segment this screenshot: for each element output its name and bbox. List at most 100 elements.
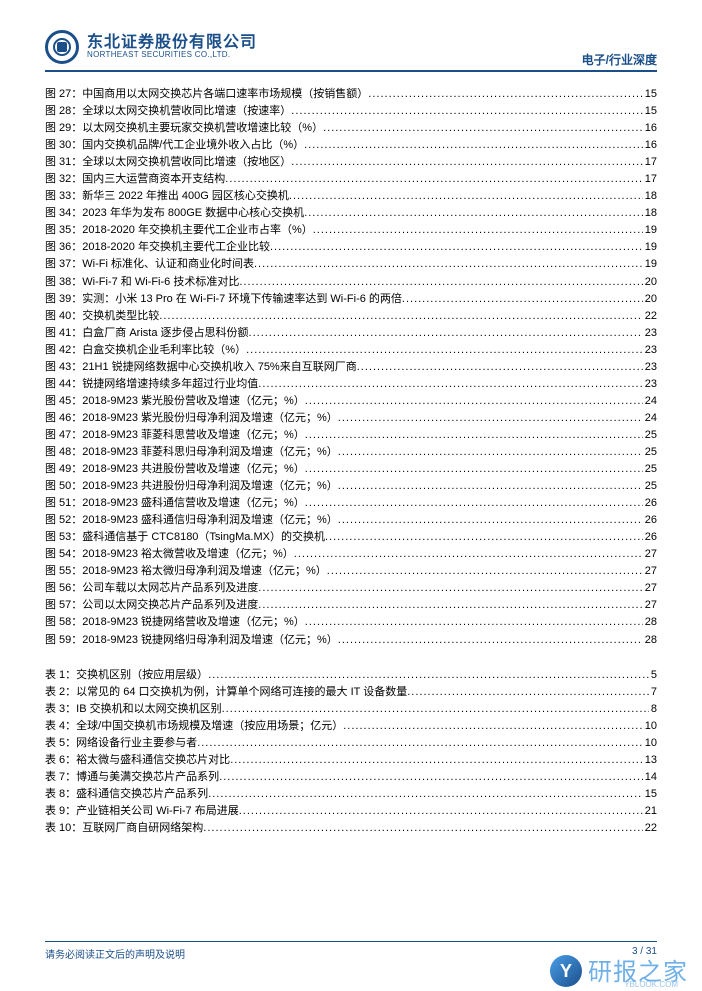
figure-toc-line: 图 56：公司车载以太网芯片产品系列及进度 27 <box>45 580 657 597</box>
figure-toc-line: 图 27：中国商用以太网交换芯片各端口速率市场规模（按销售额） 15 <box>45 86 657 103</box>
toc-dots <box>343 718 643 735</box>
table-toc-line: 表 6：裕太微与盛科通信交换芯片对比 13 <box>45 752 657 769</box>
figure-toc-page: 16 <box>643 137 657 154</box>
table-toc-label: 表 8：盛科通信交换芯片产品系列 <box>45 786 208 803</box>
watermark-url: YBLOOK.COM <box>624 980 678 989</box>
figure-toc-label: 图 51：2018-9M23 盛科通信营收及增速（亿元；%） <box>45 495 305 512</box>
toc-dots <box>239 274 642 291</box>
figures-toc: 图 27：中国商用以太网交换芯片各端口速率市场规模（按销售额） 15图 28：全… <box>45 86 657 649</box>
footer-divider <box>45 941 657 942</box>
table-toc-label: 表 7：博通与美满交换芯片产品系列 <box>45 769 219 786</box>
figure-toc-line: 图 59：2018-9M23 锐捷网络归母净利润及增速（亿元；%） 28 <box>45 632 657 649</box>
toc-dots <box>254 256 643 273</box>
figure-toc-line: 图 43：21H1 锐捷网络数据中心交换机收入 75%来自互联网厂商 23 <box>45 359 657 376</box>
watermark-logo-icon: Y <box>550 955 582 987</box>
toc-dots <box>338 512 643 529</box>
table-toc-line: 表 4：全球/中国交换机市场规模及增速（按应用场景；亿元） 10 <box>45 718 657 735</box>
table-toc-line: 表 3：IB 交换机和以太网交换机区别 8 <box>45 701 657 718</box>
figure-toc-label: 图 48：2018-9M23 菲菱科思归母净利润及增速（亿元；%） <box>45 444 338 461</box>
table-toc-page: 7 <box>649 684 657 701</box>
toc-dots <box>291 103 642 120</box>
figure-toc-line: 图 51：2018-9M23 盛科通信营收及增速（亿元；%） 26 <box>45 495 657 512</box>
table-toc-page: 15 <box>643 786 657 803</box>
figure-toc-label: 图 37：Wi-Fi 标准化、认证和商业化时间表 <box>45 256 254 273</box>
table-toc-line: 表 8：盛科通信交换芯片产品系列 15 <box>45 786 657 803</box>
figure-toc-page: 16 <box>643 120 657 137</box>
figure-toc-page: 24 <box>643 410 657 427</box>
figure-toc-page: 27 <box>643 580 657 597</box>
figure-toc-line: 图 58：2018-9M23 锐捷网络营收及增速（亿元；%） 28 <box>45 614 657 631</box>
table-toc-label: 表 2：以常见的 64 口交换机为例，计算单个网络可连接的最大 IT 设备数量 <box>45 684 407 701</box>
figure-toc-page: 23 <box>643 376 657 393</box>
table-toc-label: 表 1：交换机区别（按应用层级） <box>45 667 208 684</box>
company-logo-icon <box>45 30 79 64</box>
figure-toc-line: 图 39：实测：小米 13 Pro 在 Wi-Fi-7 环境下传输速率达到 Wi… <box>45 291 657 308</box>
toc-dots <box>325 529 643 546</box>
figure-toc-page: 23 <box>643 359 657 376</box>
figure-toc-line: 图 37：Wi-Fi 标准化、认证和商业化时间表 19 <box>45 256 657 273</box>
figure-toc-label: 图 41：白盒厂商 Arista 逐步侵占思科份额 <box>45 325 249 342</box>
figure-toc-page: 19 <box>643 256 657 273</box>
figure-toc-line: 图 30：国内交换机品牌/代工企业境外收入占比（%） 16 <box>45 137 657 154</box>
figure-toc-label: 图 44：锐捷网络增速持续多年超过行业均值 <box>45 376 258 393</box>
figure-toc-line: 图 47：2018-9M23 菲菱科思营收及增速（亿元；%） 25 <box>45 427 657 444</box>
toc-dots <box>230 752 643 769</box>
toc-dots <box>239 803 643 820</box>
toc-dots <box>289 188 643 205</box>
figure-toc-page: 17 <box>643 171 657 188</box>
toc-dots <box>197 735 643 752</box>
figure-toc-label: 图 54：2018-9M23 裕太微营收及增速（亿元；%） <box>45 546 294 563</box>
toc-dots <box>338 410 643 427</box>
figure-toc-label: 图 38：Wi-Fi-7 和 Wi-Fi-6 技术标准对比 <box>45 274 239 291</box>
figure-toc-label: 图 35：2018-2020 年交换机主要代工企业市占率（%） <box>45 222 313 239</box>
figure-toc-page: 26 <box>643 529 657 546</box>
toc-dots <box>323 120 643 137</box>
figure-toc-label: 图 29：以太网交换机主要玩家交换机营收增速比较（%） <box>45 120 323 137</box>
company-name-en: NORTHEAST SECURITIES CO.,LTD. <box>87 51 257 60</box>
table-toc-label: 表 10：互联网厂商自研网络架构 <box>45 820 203 837</box>
figure-toc-label: 图 30：国内交换机品牌/代工企业境外收入占比（%） <box>45 137 304 154</box>
toc-dots <box>246 342 643 359</box>
table-toc-line: 表 9：产业链相关公司 Wi-Fi-7 布局进展 21 <box>45 803 657 820</box>
figure-toc-label: 图 33：新华三 2022 年推出 400G 园区核心交换机 <box>45 188 289 205</box>
figure-toc-line: 图 41：白盒厂商 Arista 逐步侵占思科份额 23 <box>45 325 657 342</box>
figure-toc-label: 图 50：2018-9M23 共进股份归母净利润及增速（亿元；%） <box>45 478 338 495</box>
company-name-cn: 东北证券股份有限公司 <box>87 34 257 52</box>
figure-toc-page: 25 <box>643 444 657 461</box>
table-toc-label: 表 6：裕太微与盛科通信交换芯片对比 <box>45 752 230 769</box>
figure-toc-label: 图 46：2018-9M23 紫光股份归母净利润及增速（亿元；%） <box>45 410 338 427</box>
figure-toc-label: 图 52：2018-9M23 盛科通信归母净利润及增速（亿元；%） <box>45 512 338 529</box>
figure-toc-page: 27 <box>643 563 657 580</box>
figure-toc-line: 图 40：交换机类型比较 22 <box>45 308 657 325</box>
figure-toc-line: 图 57：公司以太网交换芯片产品系列及进度 27 <box>45 597 657 614</box>
figure-toc-page: 18 <box>643 205 657 222</box>
figure-toc-page: 15 <box>643 86 657 103</box>
toc-dots <box>305 427 643 444</box>
figure-toc-label: 图 43：21H1 锐捷网络数据中心交换机收入 75%来自互联网厂商 <box>45 359 357 376</box>
toc-dots <box>249 325 643 342</box>
figure-toc-label: 图 57：公司以太网交换芯片产品系列及进度 <box>45 597 258 614</box>
table-toc-line: 表 5：网络设备行业主要参与者 10 <box>45 735 657 752</box>
toc-dots <box>305 495 643 512</box>
table-toc-page: 22 <box>643 820 657 837</box>
table-toc-label: 表 5：网络设备行业主要参与者 <box>45 735 197 752</box>
table-toc-line: 表 10：互联网厂商自研网络架构 22 <box>45 820 657 837</box>
table-toc-label: 表 3：IB 交换机和以太网交换机区别 <box>45 701 222 718</box>
figure-toc-page: 27 <box>643 546 657 563</box>
figure-toc-line: 图 52：2018-9M23 盛科通信归母净利润及增速（亿元；%） 26 <box>45 512 657 529</box>
figure-toc-page: 23 <box>643 342 657 359</box>
figure-toc-line: 图 38：Wi-Fi-7 和 Wi-Fi-6 技术标准对比 20 <box>45 274 657 291</box>
figure-toc-label: 图 40：交换机类型比较 <box>45 308 159 325</box>
figure-toc-label: 图 59：2018-9M23 锐捷网络归母净利润及增速（亿元；%） <box>45 632 338 649</box>
table-toc-page: 21 <box>643 803 657 820</box>
figure-toc-page: 19 <box>643 239 657 256</box>
toc-dots <box>208 667 649 684</box>
footer-disclaimer: 请务必阅读正文后的声明及说明 <box>45 946 185 961</box>
table-toc-line: 表 2：以常见的 64 口交换机为例，计算单个网络可连接的最大 IT 设备数量 … <box>45 684 657 701</box>
table-toc-line: 表 1：交换机区别（按应用层级） 5 <box>45 667 657 684</box>
figure-toc-line: 图 36：2018-2020 年交换机主要代工企业比较 19 <box>45 239 657 256</box>
figure-toc-line: 图 54：2018-9M23 裕太微营收及增速（亿元；%） 27 <box>45 546 657 563</box>
figure-toc-line: 图 29：以太网交换机主要玩家交换机营收增速比较（%） 16 <box>45 120 657 137</box>
figure-toc-label: 图 49：2018-9M23 共进股份营收及增速（亿元；%） <box>45 461 305 478</box>
toc-dots <box>305 614 643 631</box>
